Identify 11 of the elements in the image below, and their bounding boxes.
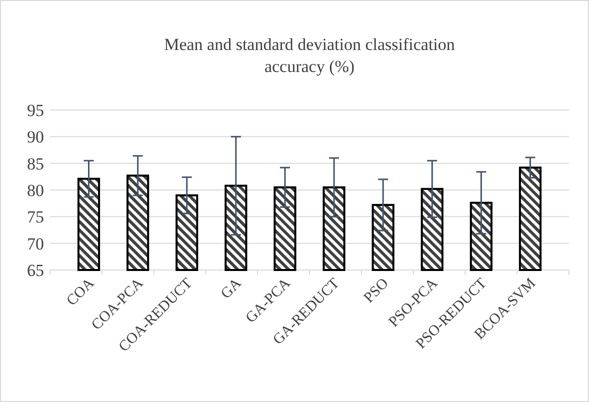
x-tick-label: COA — [64, 275, 98, 310]
y-tick-label: 95 — [27, 100, 44, 120]
y-tick-label: 90 — [27, 128, 44, 147]
y-tick-label: 80 — [27, 180, 44, 200]
y-tick-label: 65 — [27, 260, 44, 280]
x-tick-label: GA — [218, 275, 245, 302]
y-tick-label: 70 — [27, 234, 44, 254]
y-tick-label: 85 — [27, 154, 44, 174]
chart-title: Mean and standard deviation classification accuracy (%) — [164, 35, 456, 76]
y-tick-label: 75 — [27, 208, 44, 227]
x-tick-label: PSO — [361, 275, 392, 306]
